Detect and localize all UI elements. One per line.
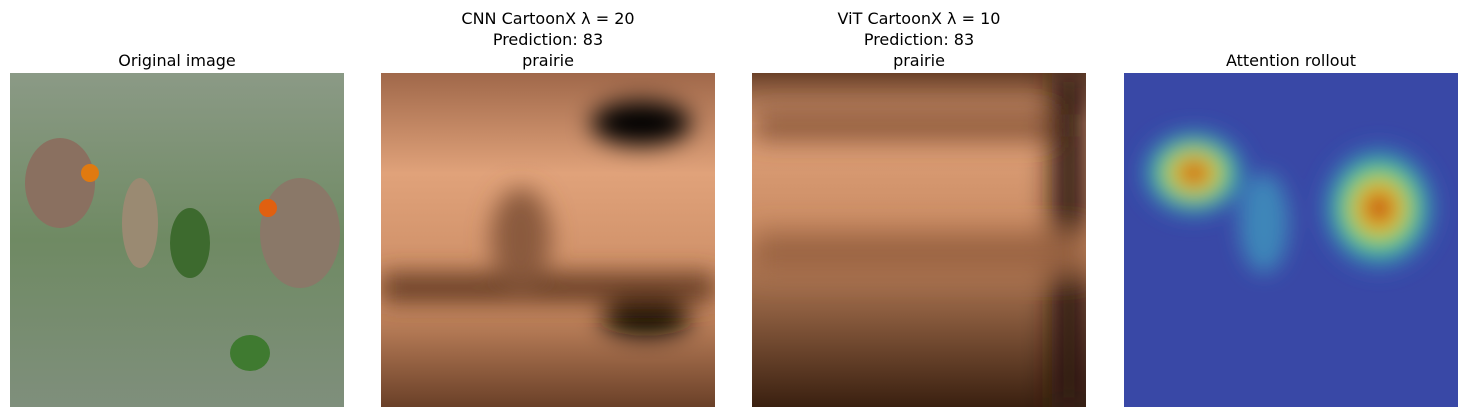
title-line: prairie xyxy=(522,51,574,70)
title-line: CNN CartoonX λ = 20 xyxy=(461,9,635,28)
attention-rollout-image xyxy=(1124,73,1458,407)
cnn-cartoonx-image xyxy=(381,73,715,407)
original-image xyxy=(10,73,344,407)
panel-title: Attention rollout xyxy=(1084,50,1467,71)
title-line: Prediction: 83 xyxy=(492,30,604,49)
title-line: Original image xyxy=(118,51,236,70)
title-line: Attention rollout xyxy=(1225,51,1357,70)
title-line: prairie xyxy=(893,51,945,70)
title-line: Prediction: 83 xyxy=(863,30,975,49)
panel-title: CNN CartoonX λ = 20 Prediction: 83 prair… xyxy=(341,8,755,71)
panel-attention: Attention rollout xyxy=(1124,0,1458,407)
panel-vit: ViT CartoonX λ = 10 Prediction: 83 prair… xyxy=(752,0,1086,407)
panel-title: Original image xyxy=(0,50,384,71)
vit-cartoonx-image xyxy=(752,73,1086,407)
title-line: ViT CartoonX λ = 10 xyxy=(837,9,1001,28)
panel-original: Original image xyxy=(10,0,344,407)
panel-title: ViT CartoonX λ = 10 Prediction: 83 prair… xyxy=(712,8,1126,71)
panel-cnn: CNN CartoonX λ = 20 Prediction: 83 prair… xyxy=(381,0,715,407)
